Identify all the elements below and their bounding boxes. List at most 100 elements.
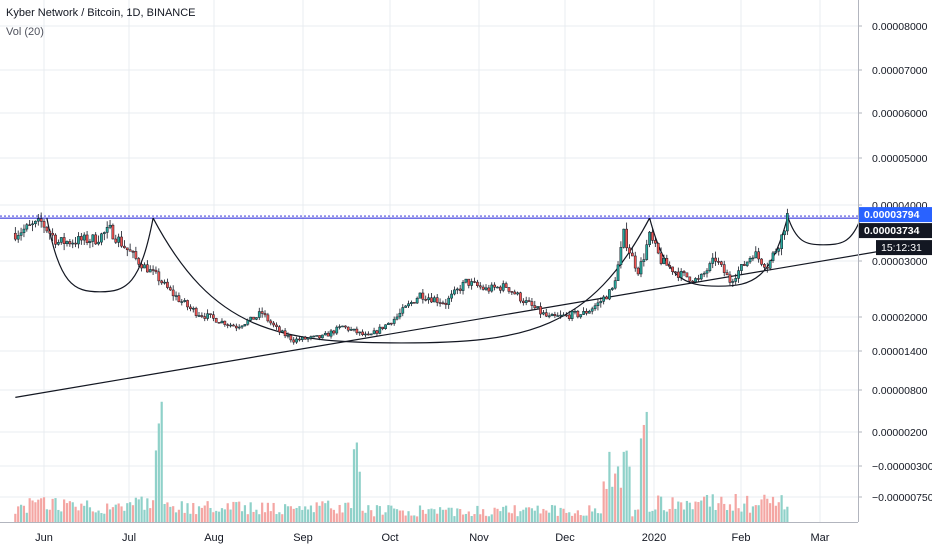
candle-body bbox=[668, 265, 672, 268]
candle-body bbox=[275, 324, 278, 327]
volume-bar bbox=[496, 508, 499, 522]
volume-bar bbox=[519, 511, 522, 522]
volume-bar bbox=[568, 512, 571, 522]
volume-bar bbox=[304, 506, 307, 522]
volume-bar bbox=[246, 514, 249, 522]
volume-bar bbox=[493, 507, 496, 522]
volume-bar bbox=[421, 509, 424, 522]
candle-body bbox=[751, 257, 755, 260]
candle-body bbox=[39, 218, 43, 222]
volume-bar bbox=[243, 505, 247, 522]
volume-bar bbox=[88, 507, 92, 522]
candle-body bbox=[496, 286, 499, 289]
candle-body bbox=[570, 311, 574, 319]
x-tick-label: Oct bbox=[381, 532, 398, 544]
candle-body bbox=[676, 271, 680, 278]
candle-body bbox=[490, 284, 494, 292]
candle-body bbox=[412, 302, 416, 304]
candle-body bbox=[128, 249, 132, 252]
volume-bar bbox=[450, 507, 453, 522]
candle-body bbox=[120, 236, 123, 247]
candle-body bbox=[610, 287, 614, 290]
candle-body bbox=[433, 297, 436, 303]
candle-body bbox=[183, 300, 187, 302]
candle-body bbox=[576, 310, 580, 318]
volume-bar bbox=[599, 513, 602, 522]
candle-body bbox=[280, 330, 284, 333]
volume-bar bbox=[143, 509, 146, 522]
volume-bar bbox=[688, 502, 691, 522]
candle-body bbox=[404, 305, 407, 308]
candle-body bbox=[441, 302, 445, 305]
volume-bar bbox=[645, 411, 648, 522]
volume-bar bbox=[593, 508, 597, 522]
candle-body bbox=[375, 330, 379, 334]
candle-body bbox=[151, 269, 155, 271]
volume-bar bbox=[22, 505, 26, 522]
volume-bar bbox=[516, 516, 519, 522]
volume-bar bbox=[395, 509, 399, 522]
candle-body bbox=[191, 307, 195, 310]
y-tick-label: 0.00008000 bbox=[872, 21, 928, 33]
volume-bar bbox=[476, 505, 479, 522]
grid bbox=[0, 0, 858, 522]
volume-bar bbox=[378, 506, 381, 522]
y-tick-label: 0.00006000 bbox=[872, 108, 928, 120]
volume-bar bbox=[671, 497, 674, 522]
candle-body bbox=[289, 335, 293, 341]
candle-body bbox=[579, 314, 583, 318]
volume-bar bbox=[60, 511, 63, 522]
cup-curve bbox=[786, 215, 860, 246]
candle-body bbox=[524, 300, 528, 304]
candle-body bbox=[283, 330, 287, 337]
candle-body bbox=[691, 280, 694, 283]
volume-bar bbox=[249, 502, 252, 522]
volume-bar bbox=[358, 471, 361, 522]
candle-body bbox=[36, 218, 40, 222]
volume-bar bbox=[203, 505, 206, 522]
volume-bar bbox=[760, 499, 763, 522]
volume-bar bbox=[728, 504, 732, 522]
volume-bar bbox=[309, 505, 313, 522]
volume-bar bbox=[682, 509, 686, 522]
volume-bar bbox=[708, 506, 711, 522]
volume-bar bbox=[634, 509, 637, 522]
candle-body bbox=[298, 338, 301, 341]
candle-body bbox=[272, 322, 275, 326]
candle-body bbox=[484, 287, 488, 290]
candle-body bbox=[240, 325, 244, 328]
volume-bar bbox=[272, 502, 275, 522]
volume-bar bbox=[502, 506, 505, 522]
candle-body bbox=[473, 281, 476, 283]
volume-bar bbox=[108, 509, 112, 522]
volume-bar bbox=[499, 511, 502, 522]
candle-body bbox=[754, 251, 758, 259]
candle-body bbox=[757, 251, 761, 260]
candle-body bbox=[194, 307, 198, 316]
candle-body bbox=[780, 234, 783, 249]
candle-body bbox=[499, 286, 502, 291]
candle-body bbox=[722, 264, 726, 273]
candle-body bbox=[91, 234, 95, 242]
candle-body bbox=[556, 315, 560, 317]
volume-bar bbox=[68, 501, 71, 522]
volume-bar bbox=[662, 510, 666, 522]
volume-bar bbox=[45, 509, 48, 522]
volume-bar bbox=[172, 506, 175, 522]
volume-bar bbox=[209, 507, 212, 522]
volume-bar bbox=[154, 450, 158, 522]
candle-body bbox=[269, 320, 273, 324]
candle-body bbox=[82, 234, 86, 241]
candle-body bbox=[786, 213, 789, 232]
volume-bar bbox=[639, 438, 643, 522]
candle-body bbox=[628, 247, 631, 254]
candle-body bbox=[344, 325, 347, 328]
volume-bar bbox=[404, 515, 407, 522]
candle-body bbox=[734, 278, 738, 282]
candle-body bbox=[166, 281, 169, 288]
y-tick-label: 0.00005000 bbox=[872, 153, 928, 165]
volume-bar bbox=[384, 512, 387, 522]
candle-body bbox=[358, 331, 362, 334]
